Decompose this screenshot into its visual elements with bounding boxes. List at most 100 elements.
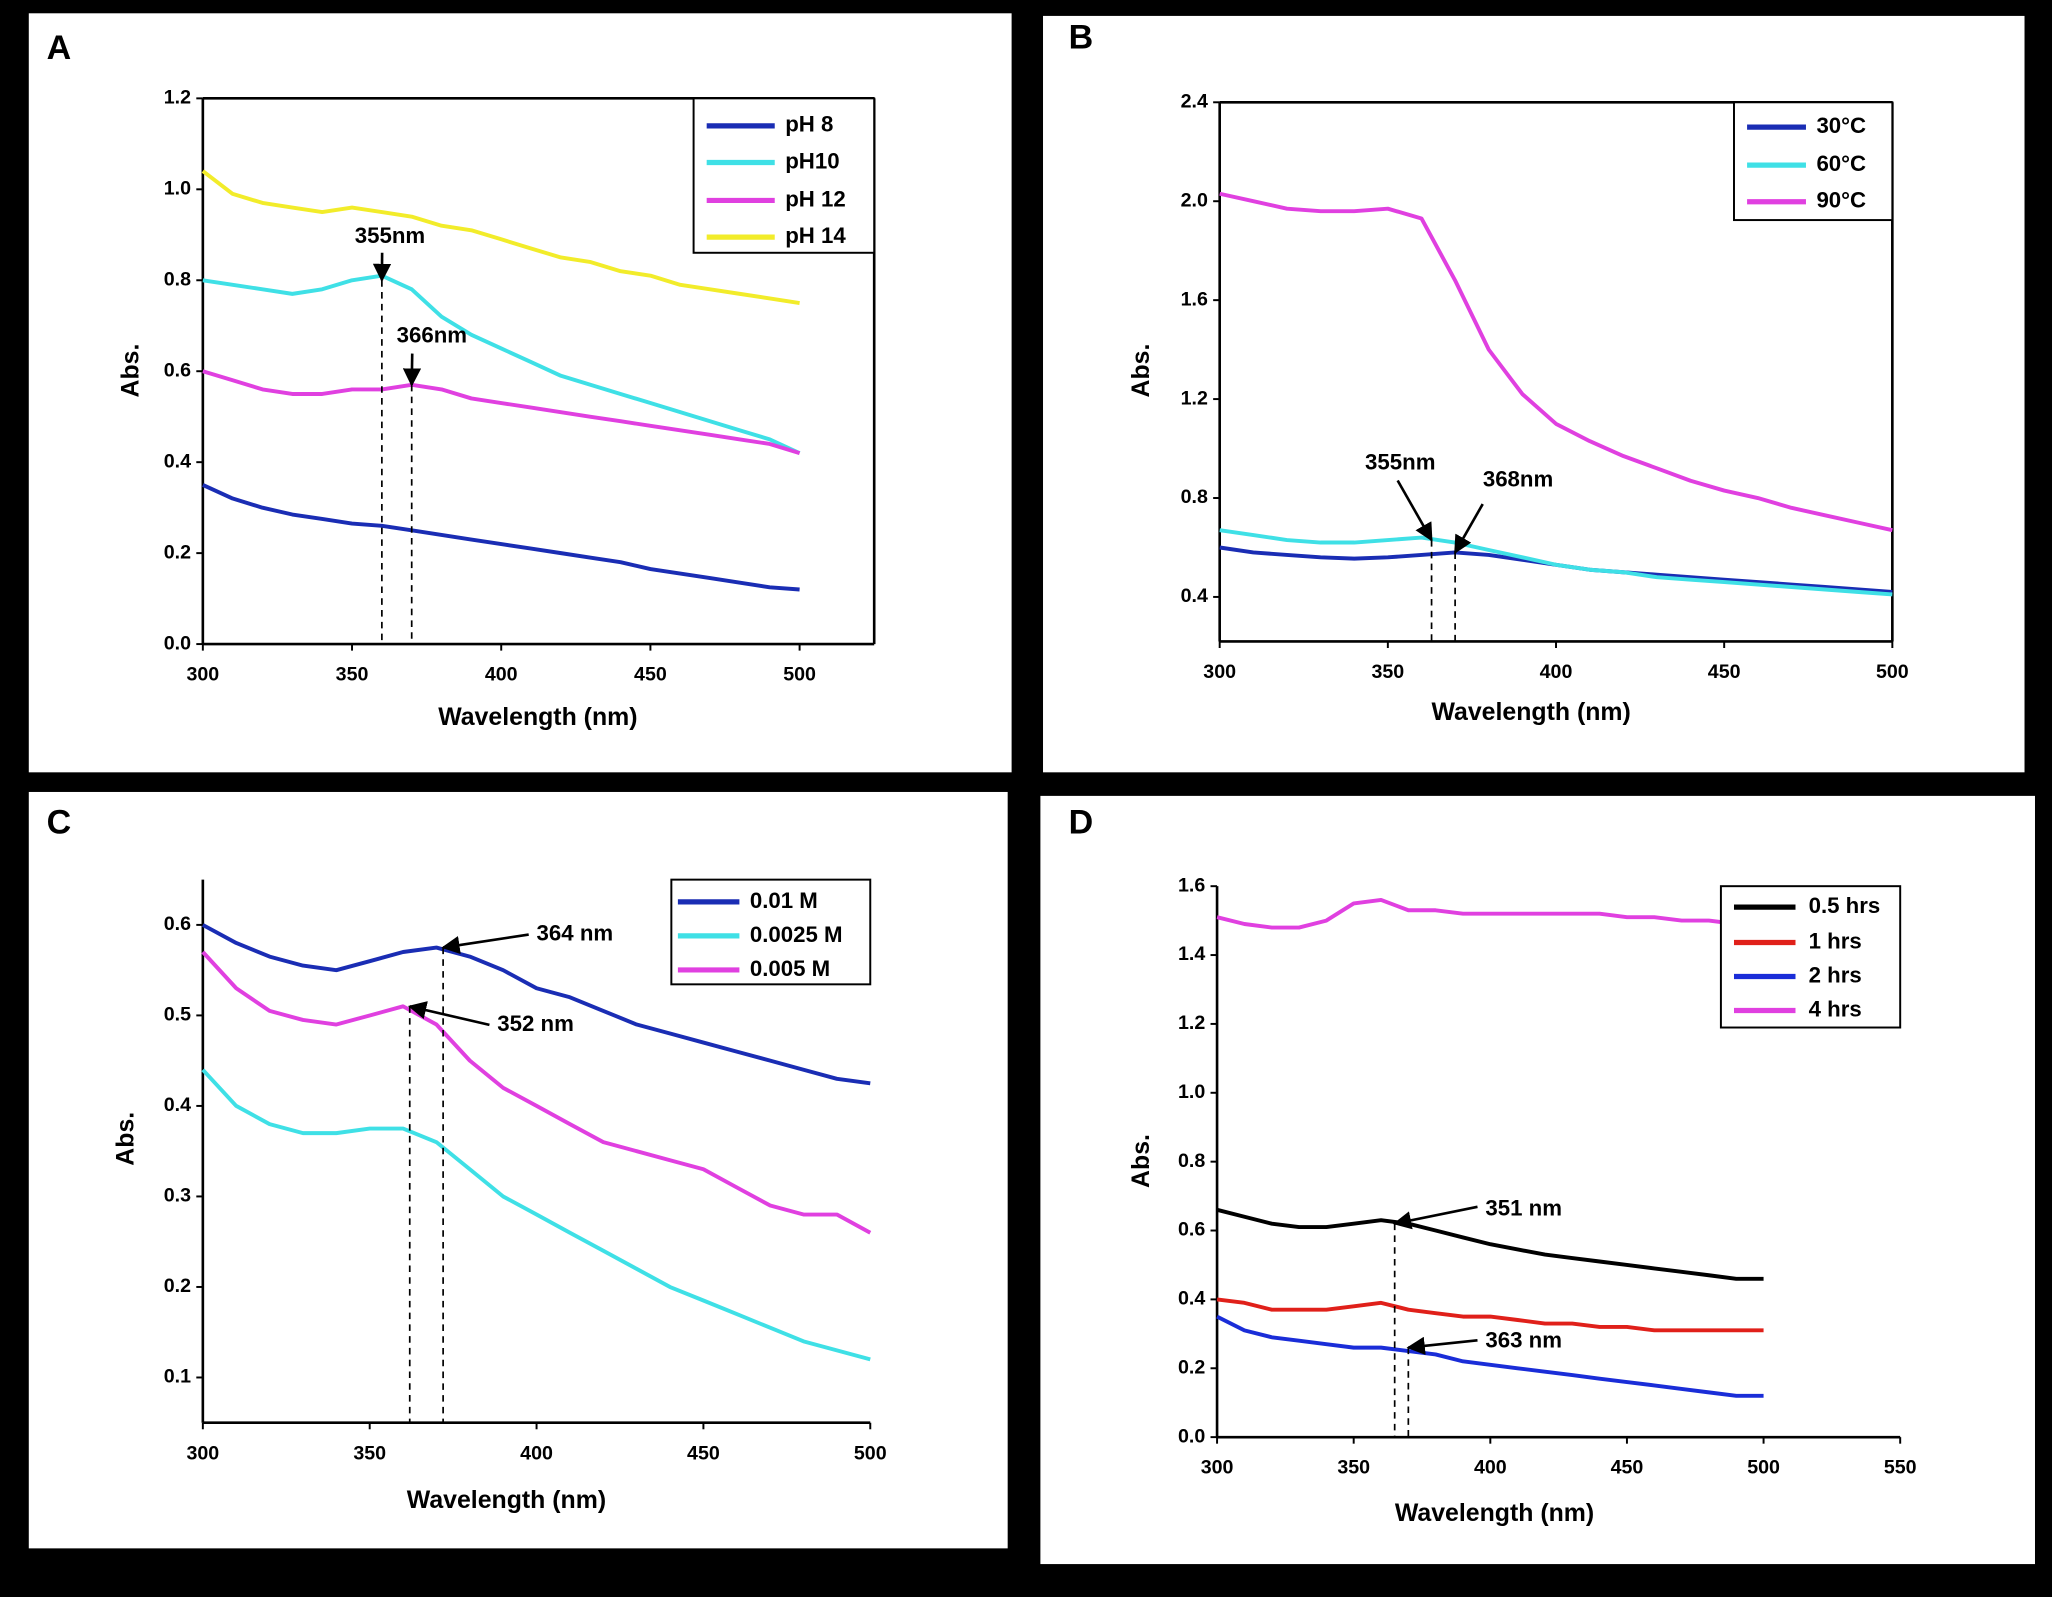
annotation: 368nm [1483,466,1553,491]
x-tick-label: 500 [1747,1457,1780,1479]
annotation-arrow [1406,1336,1478,1355]
y-tick-label: 2.0 [1181,189,1208,211]
panel: B 300 350 400 450 500 0.4 0.8 1.2 1.6 2.0 2.4 Wavele… [1043,15,2025,773]
y-tick-label: 0.2 [164,1275,191,1297]
y-tick-label: 0.6 [164,359,191,381]
legend-box [692,97,876,254]
y-tick-label: 1.6 [1181,288,1208,310]
legend-label: 0.5 hrs [1809,893,1881,918]
x-tick-label: 500 [854,1442,887,1464]
x-tick-label: 300 [1203,661,1236,683]
y-tick-label: 0.2 [164,541,191,563]
legend-label: pH 8 [785,112,833,137]
y-tick-label: 0.4 [1181,585,1208,607]
y-tick-label: 0.4 [1178,1288,1205,1310]
x-tick-label: 300 [186,664,219,686]
y-tick-label: 0.6 [1178,1219,1205,1241]
data-line [202,369,801,456]
panel: D 300 350 400 450 500 550 0.0 0.2 0.4 0.6 0.8 1.0 1.2… [1040,795,2035,1565]
x-tick-label: 300 [186,1442,219,1464]
data-line [1219,191,1893,533]
legend-label: pH 14 [785,223,846,248]
x-tick-label: 400 [520,1442,553,1464]
y-tick-label: 0.0 [164,632,191,654]
data-line [201,923,871,1086]
y-tick-label: 0.3 [164,1185,191,1207]
x-tick-label: 450 [1611,1457,1644,1479]
annotation-arrow [402,353,422,387]
annotation-arrow [1453,503,1484,555]
y-tick-label: 1.0 [164,178,191,200]
panel: A 300 350 400 450 500 0.0 0.2 0.4 0.6 0.8 1.0 1.2 Wav… [28,13,1012,773]
x-tick-label: 350 [1337,1457,1370,1479]
legend-label: 0.005 M [750,956,830,981]
panel-letter: A [47,29,72,67]
y-tick-label: 2.4 [1181,90,1208,112]
y-axis-label: Abs. [1127,344,1155,398]
legend-box [670,878,872,986]
y-tick-label: 0.8 [164,268,191,290]
panel-letter: D [1069,804,1094,842]
annotation-arrow [441,933,529,955]
y-tick-label: 0.4 [164,1094,191,1116]
y-tick-label: 1.6 [1178,874,1205,896]
y-axis-label: Abs. [117,344,145,398]
data-line [1216,1314,1764,1398]
y-tick-label: 1.2 [1178,1012,1205,1034]
x-tick-label: 450 [687,1442,720,1464]
data-line [1219,528,1893,597]
x-tick-label: 350 [1371,661,1404,683]
legend-label: pH10 [785,148,839,173]
x-tick-label: 400 [1540,661,1573,683]
legend-label: 4 hrs [1809,996,1862,1021]
x-axis-label: Wavelength (nm) [1431,698,1630,726]
data-line [201,169,800,305]
y-tick-label: 0.4 [164,450,191,472]
annotation: 352 nm [497,1011,574,1036]
x-tick-label: 550 [1884,1457,1917,1479]
x-tick-label: 350 [353,1442,386,1464]
legend-label: 90°C [1816,188,1866,213]
y-axis-label: Abs. [1127,1134,1155,1188]
data-line [202,483,800,592]
panel-letter: C [47,804,72,842]
annotation-arrow [1396,479,1433,542]
x-tick-label: 300 [1201,1457,1234,1479]
legend-label: 2 hrs [1809,962,1862,987]
annotation: 351 nm [1485,1195,1562,1220]
data-line [201,950,872,1235]
y-tick-label: 0.8 [1178,1150,1205,1172]
x-tick-label: 400 [1474,1457,1507,1479]
y-tick-label: 1.2 [164,87,191,109]
annotation: 355nm [355,223,425,248]
x-axis-label: Wavelength (nm) [438,703,637,731]
data-line [1216,1297,1764,1333]
y-tick-label: 0.5 [164,1004,191,1026]
panel: C 300 350 400 450 500 0.1 0.2 0.3 0.4 0.5 0.6 Wavele… [28,791,1008,1549]
legend-label: 60°C [1816,151,1866,176]
x-axis-label: Wavelength (nm) [1395,1499,1594,1527]
data-line [1216,1207,1764,1281]
y-tick-label: 1.2 [1181,387,1208,409]
legend-label: 30°C [1816,113,1866,138]
annotation: 366nm [397,322,467,347]
legend-label: 0.01 M [750,888,818,913]
y-axis-label: Abs. [112,1112,140,1166]
legend-label: 0.0025 M [750,922,843,947]
annotation-arrow [407,1001,490,1027]
legend-label: 1 hrs [1809,928,1862,953]
y-tick-label: 1.0 [1178,1081,1205,1103]
data-line [201,1068,871,1362]
annotation: 364 nm [537,920,614,945]
y-tick-label: 0.6 [164,913,191,935]
y-tick-label: 1.4 [1178,943,1205,965]
data-line [202,273,801,455]
panel-letter: B [1069,18,1094,56]
x-tick-label: 450 [634,664,667,686]
annotation: 355nm [1365,449,1435,474]
data-line [1216,897,1764,930]
annotation-arrow [1392,1205,1478,1230]
y-tick-label: 0.1 [164,1366,191,1388]
